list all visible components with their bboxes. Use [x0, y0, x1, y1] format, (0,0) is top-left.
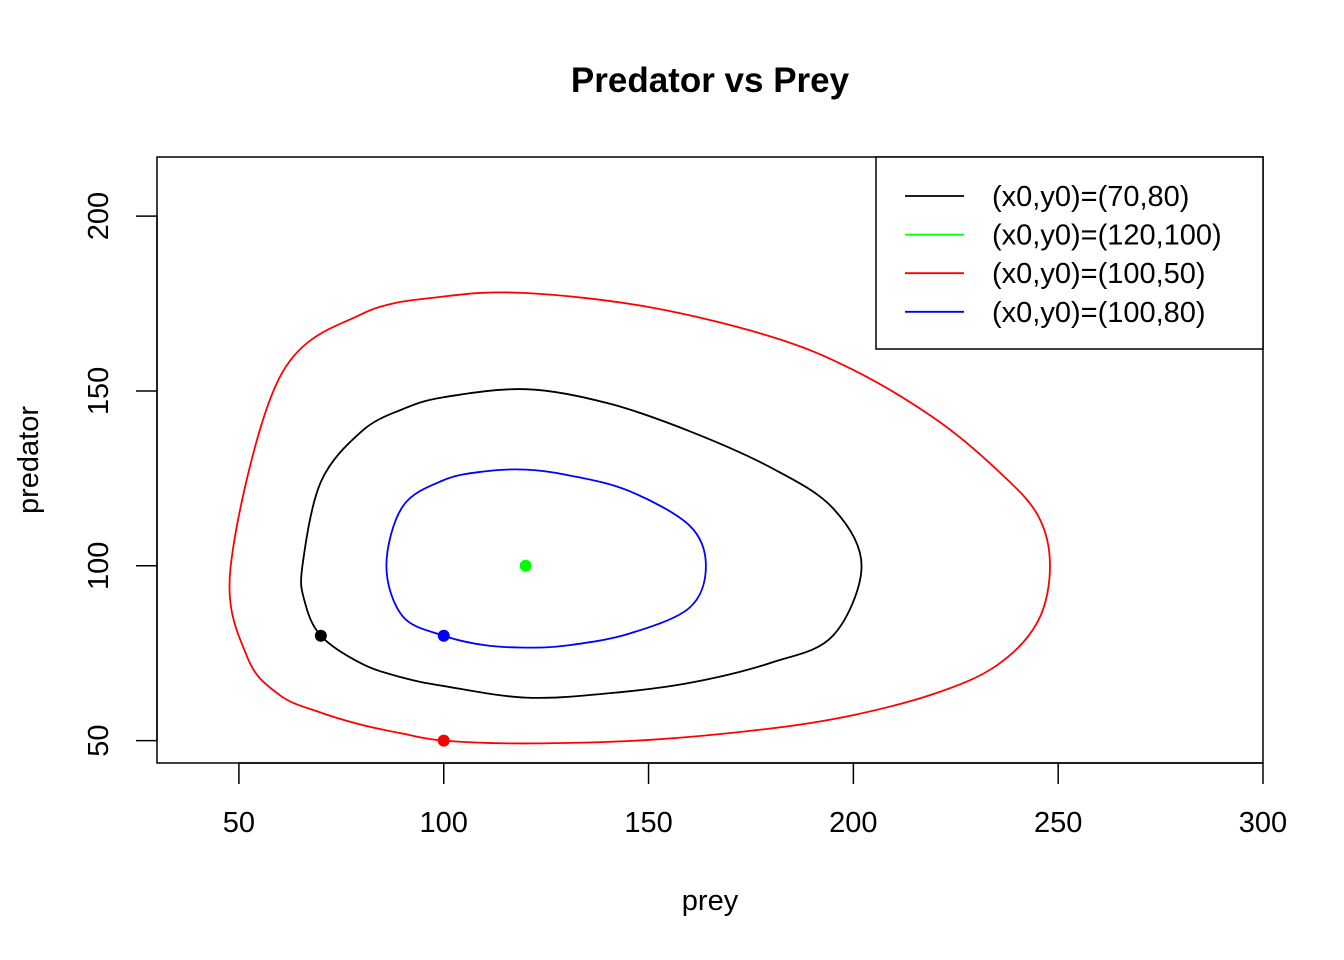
x-axis-label: prey	[682, 885, 739, 917]
series-line-0-0-100-50	[228, 291, 1051, 745]
legend-box	[875, 156, 1264, 350]
x-tick-label: 100	[420, 807, 468, 839]
x-tick-label: 250	[1034, 807, 1082, 839]
legend-entry-label: (x0,y0)=(100,80)	[992, 297, 1206, 329]
series-layer	[228, 291, 1051, 747]
y-tick-label: 150	[83, 367, 115, 415]
x-axis: 50 100 150 200 250 300	[223, 762, 1287, 839]
x-tick-label: 50	[223, 807, 255, 839]
x-tick-label: 300	[1239, 807, 1287, 839]
start-point-0-0-100-50	[437, 734, 450, 747]
y-tick-label: 50	[83, 724, 115, 756]
legend-entry-label: (x0,y0)=(120,100)	[992, 220, 1222, 252]
y-axis-label: predator	[13, 406, 45, 514]
start-point-0-0-120-100	[519, 559, 532, 572]
y-axis: 50 100 150 200	[83, 192, 158, 757]
series-line-0-0-70-80	[300, 388, 863, 699]
legend-entry-label: (x0,y0)=(70,80)	[992, 181, 1189, 213]
series-line-0-0-100-80	[385, 468, 707, 649]
x-tick-label: 200	[829, 807, 877, 839]
legend: (x0,y0)=(70,80) (x0,y0)=(120,100) (x0,y0)=…	[875, 156, 1264, 350]
start-point-0-0-70-80	[314, 629, 327, 642]
x-tick-label: 150	[624, 807, 672, 839]
y-tick-label: 100	[83, 542, 115, 590]
y-tick-label: 200	[83, 192, 115, 240]
chart-title: Predator vs Prey	[571, 61, 850, 100]
legend-entry-label: (x0,y0)=(100,50)	[992, 258, 1206, 290]
start-point-0-0-100-80	[437, 629, 450, 642]
